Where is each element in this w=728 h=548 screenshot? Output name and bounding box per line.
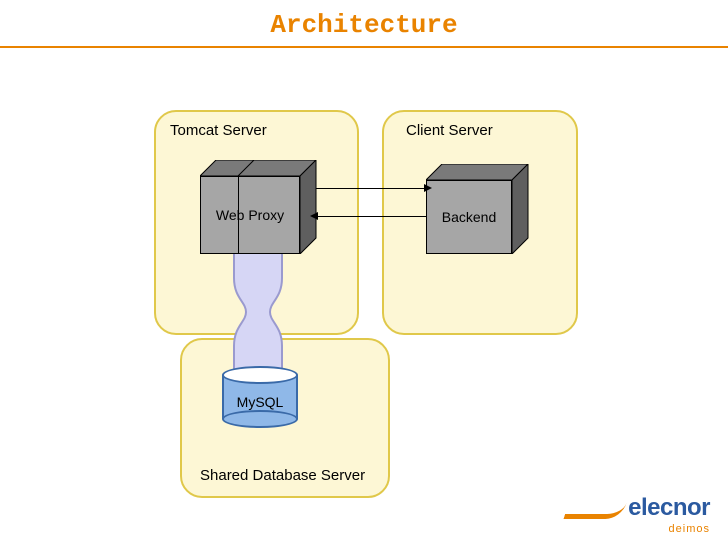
database-mysql: MySQL: [222, 366, 298, 428]
arrow-backend-to-proxy: [316, 216, 426, 217]
node-label: Backend: [442, 209, 496, 225]
node-web-proxy: Web Proxy: [200, 160, 316, 254]
node-label: Web Proxy: [216, 207, 284, 223]
arrow-head-icon: [424, 184, 432, 192]
logo-sub: deimos: [669, 523, 710, 535]
connector-hourglass: [230, 252, 286, 372]
logo-brand: elecnor: [628, 494, 710, 521]
node-backend: Backend: [426, 164, 528, 254]
page-title: Architecture: [0, 0, 728, 40]
container-label: Shared Database Server: [200, 467, 365, 484]
logo-swoosh-icon: [563, 503, 626, 519]
diagram-canvas: Shared Database Server Tomcat Server Cli…: [0, 48, 728, 548]
arrow-proxy-to-backend: [316, 188, 426, 189]
container-label: Tomcat Server: [170, 122, 267, 139]
arrow-head-icon: [310, 212, 318, 220]
logo-elecnor: elecnor deimos: [566, 496, 710, 536]
container-label: Client Server: [406, 122, 493, 139]
database-label: MySQL: [222, 394, 298, 410]
